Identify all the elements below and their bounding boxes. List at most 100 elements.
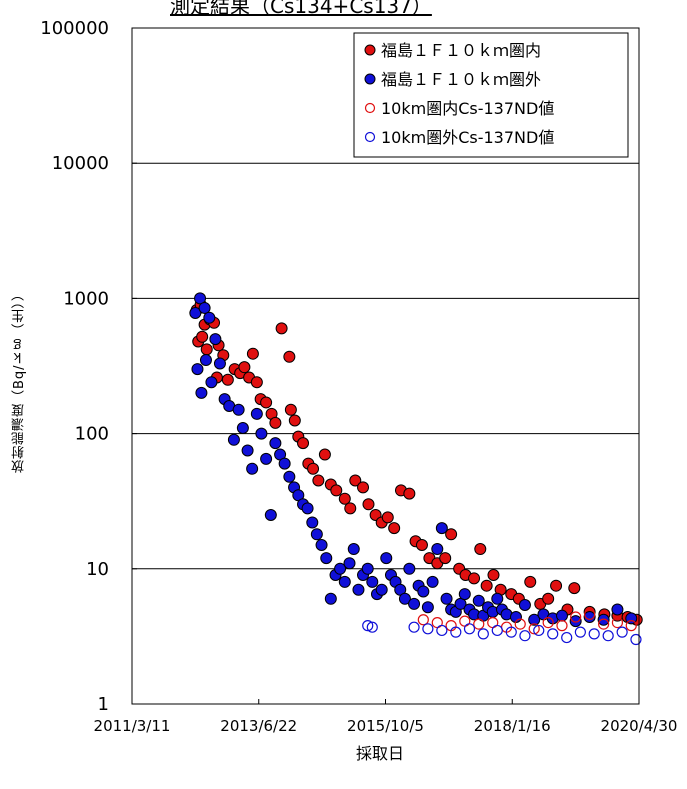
- data-point: [213, 357, 226, 370]
- data-point: [284, 403, 297, 416]
- data-point: [518, 598, 531, 611]
- nd-value-point: [533, 624, 545, 637]
- nd-value-point: [598, 618, 610, 630]
- data-point: [381, 511, 394, 524]
- data-point: [347, 543, 360, 556]
- data-point: [205, 376, 218, 389]
- data-point: [238, 361, 251, 374]
- data-point: [349, 474, 362, 487]
- nd-value-point: [570, 611, 582, 623]
- data-point: [283, 470, 296, 483]
- x-axis-label: 採取日: [355, 744, 404, 763]
- data-point: [421, 601, 434, 614]
- data-point: [283, 350, 296, 363]
- x-axis-ticks: 2011/3/11 2013/6/22 2015/10/5 2018/1/16 2020…: [94, 699, 677, 735]
- data-point: [426, 575, 439, 588]
- data-point: [297, 437, 310, 450]
- x-tick-label: 2013/6/22: [220, 717, 297, 735]
- data-point: [555, 609, 568, 622]
- data-point: [198, 301, 211, 314]
- legend-item-label: 10km圏外Cs-137ND値: [381, 128, 554, 147]
- nd-value-point: [436, 624, 448, 637]
- data-point: [260, 452, 273, 465]
- data-point: [227, 433, 240, 446]
- data-point: [583, 611, 596, 624]
- grid-lines: [132, 162, 639, 570]
- nd-value-point: [602, 630, 614, 642]
- nd-value-point: [491, 624, 503, 637]
- legend-item-label: 福島１Ｆ１０ｋｍ圏内: [381, 41, 541, 60]
- data-point: [288, 414, 301, 427]
- data-point: [597, 613, 610, 626]
- legend-marker-open-circle: [364, 102, 376, 114]
- data-point: [468, 572, 481, 585]
- y-tick-label: 1000: [63, 288, 109, 309]
- nd-value-point: [630, 633, 642, 646]
- nd-value-point: [463, 623, 476, 635]
- data-point: [246, 462, 259, 475]
- data-point: [315, 538, 328, 551]
- data-point: [200, 343, 213, 356]
- nd-value-point: [542, 617, 554, 629]
- chart-title: 測定結果（Cs134+Cs137）: [170, 0, 432, 18]
- data-point: [334, 562, 347, 575]
- nd-value-point: [519, 630, 531, 642]
- data-point: [260, 396, 273, 409]
- data-point: [408, 597, 421, 610]
- data-point: [310, 528, 323, 541]
- data-point: [487, 568, 500, 581]
- data-point: [250, 376, 263, 389]
- y-tick-label: 100: [75, 424, 109, 445]
- nd-value-point: [422, 623, 434, 635]
- data-point: [196, 330, 209, 343]
- data-point: [338, 492, 351, 505]
- nd-value-point: [459, 615, 471, 627]
- data-point: [388, 522, 401, 535]
- data-point: [232, 403, 245, 416]
- x-tick-label: 2018/1/16: [474, 717, 551, 735]
- data-point: [278, 457, 291, 470]
- data-point: [550, 579, 563, 592]
- legend-marker-filled-circle: [364, 73, 376, 85]
- legend-marker-filled-circle: [364, 44, 376, 56]
- data-point: [318, 448, 331, 461]
- data-point: [269, 416, 282, 429]
- data-point: [199, 354, 212, 367]
- data-point: [221, 373, 234, 386]
- data-point: [474, 543, 487, 556]
- legend-marker-open-circle: [364, 131, 376, 143]
- data-point: [472, 594, 485, 607]
- nd-value-point: [528, 623, 540, 635]
- nd-value-point: [450, 626, 462, 638]
- nd-value-point: [547, 628, 559, 640]
- nd-value-point: [505, 626, 517, 638]
- data-point: [524, 575, 537, 588]
- x-tick-label: 2015/10/5: [347, 717, 424, 735]
- data-point: [445, 528, 458, 541]
- data-point: [491, 592, 504, 605]
- data-point: [338, 575, 351, 588]
- data-point: [458, 588, 471, 601]
- y-tick-label: 10: [86, 559, 109, 580]
- data-point: [362, 498, 375, 511]
- x-tick-label: 2011/3/11: [94, 717, 171, 735]
- data-point: [357, 481, 370, 494]
- y-tick-label: 1: [98, 694, 109, 715]
- data-point: [431, 543, 444, 556]
- data-point: [454, 597, 467, 610]
- nd-value-point: [611, 617, 624, 629]
- data-point: [189, 306, 202, 319]
- data-point: [569, 615, 582, 628]
- data-point: [275, 322, 288, 335]
- data-point: [568, 582, 581, 595]
- data-point: [380, 552, 393, 565]
- data-point: [435, 522, 448, 535]
- data-point: [343, 557, 356, 570]
- data-point: [320, 552, 333, 565]
- data-point: [246, 347, 259, 360]
- data-point: [301, 502, 314, 515]
- data-point: [528, 613, 541, 626]
- nd-value-point: [588, 628, 600, 640]
- nd-value-point: [625, 620, 637, 632]
